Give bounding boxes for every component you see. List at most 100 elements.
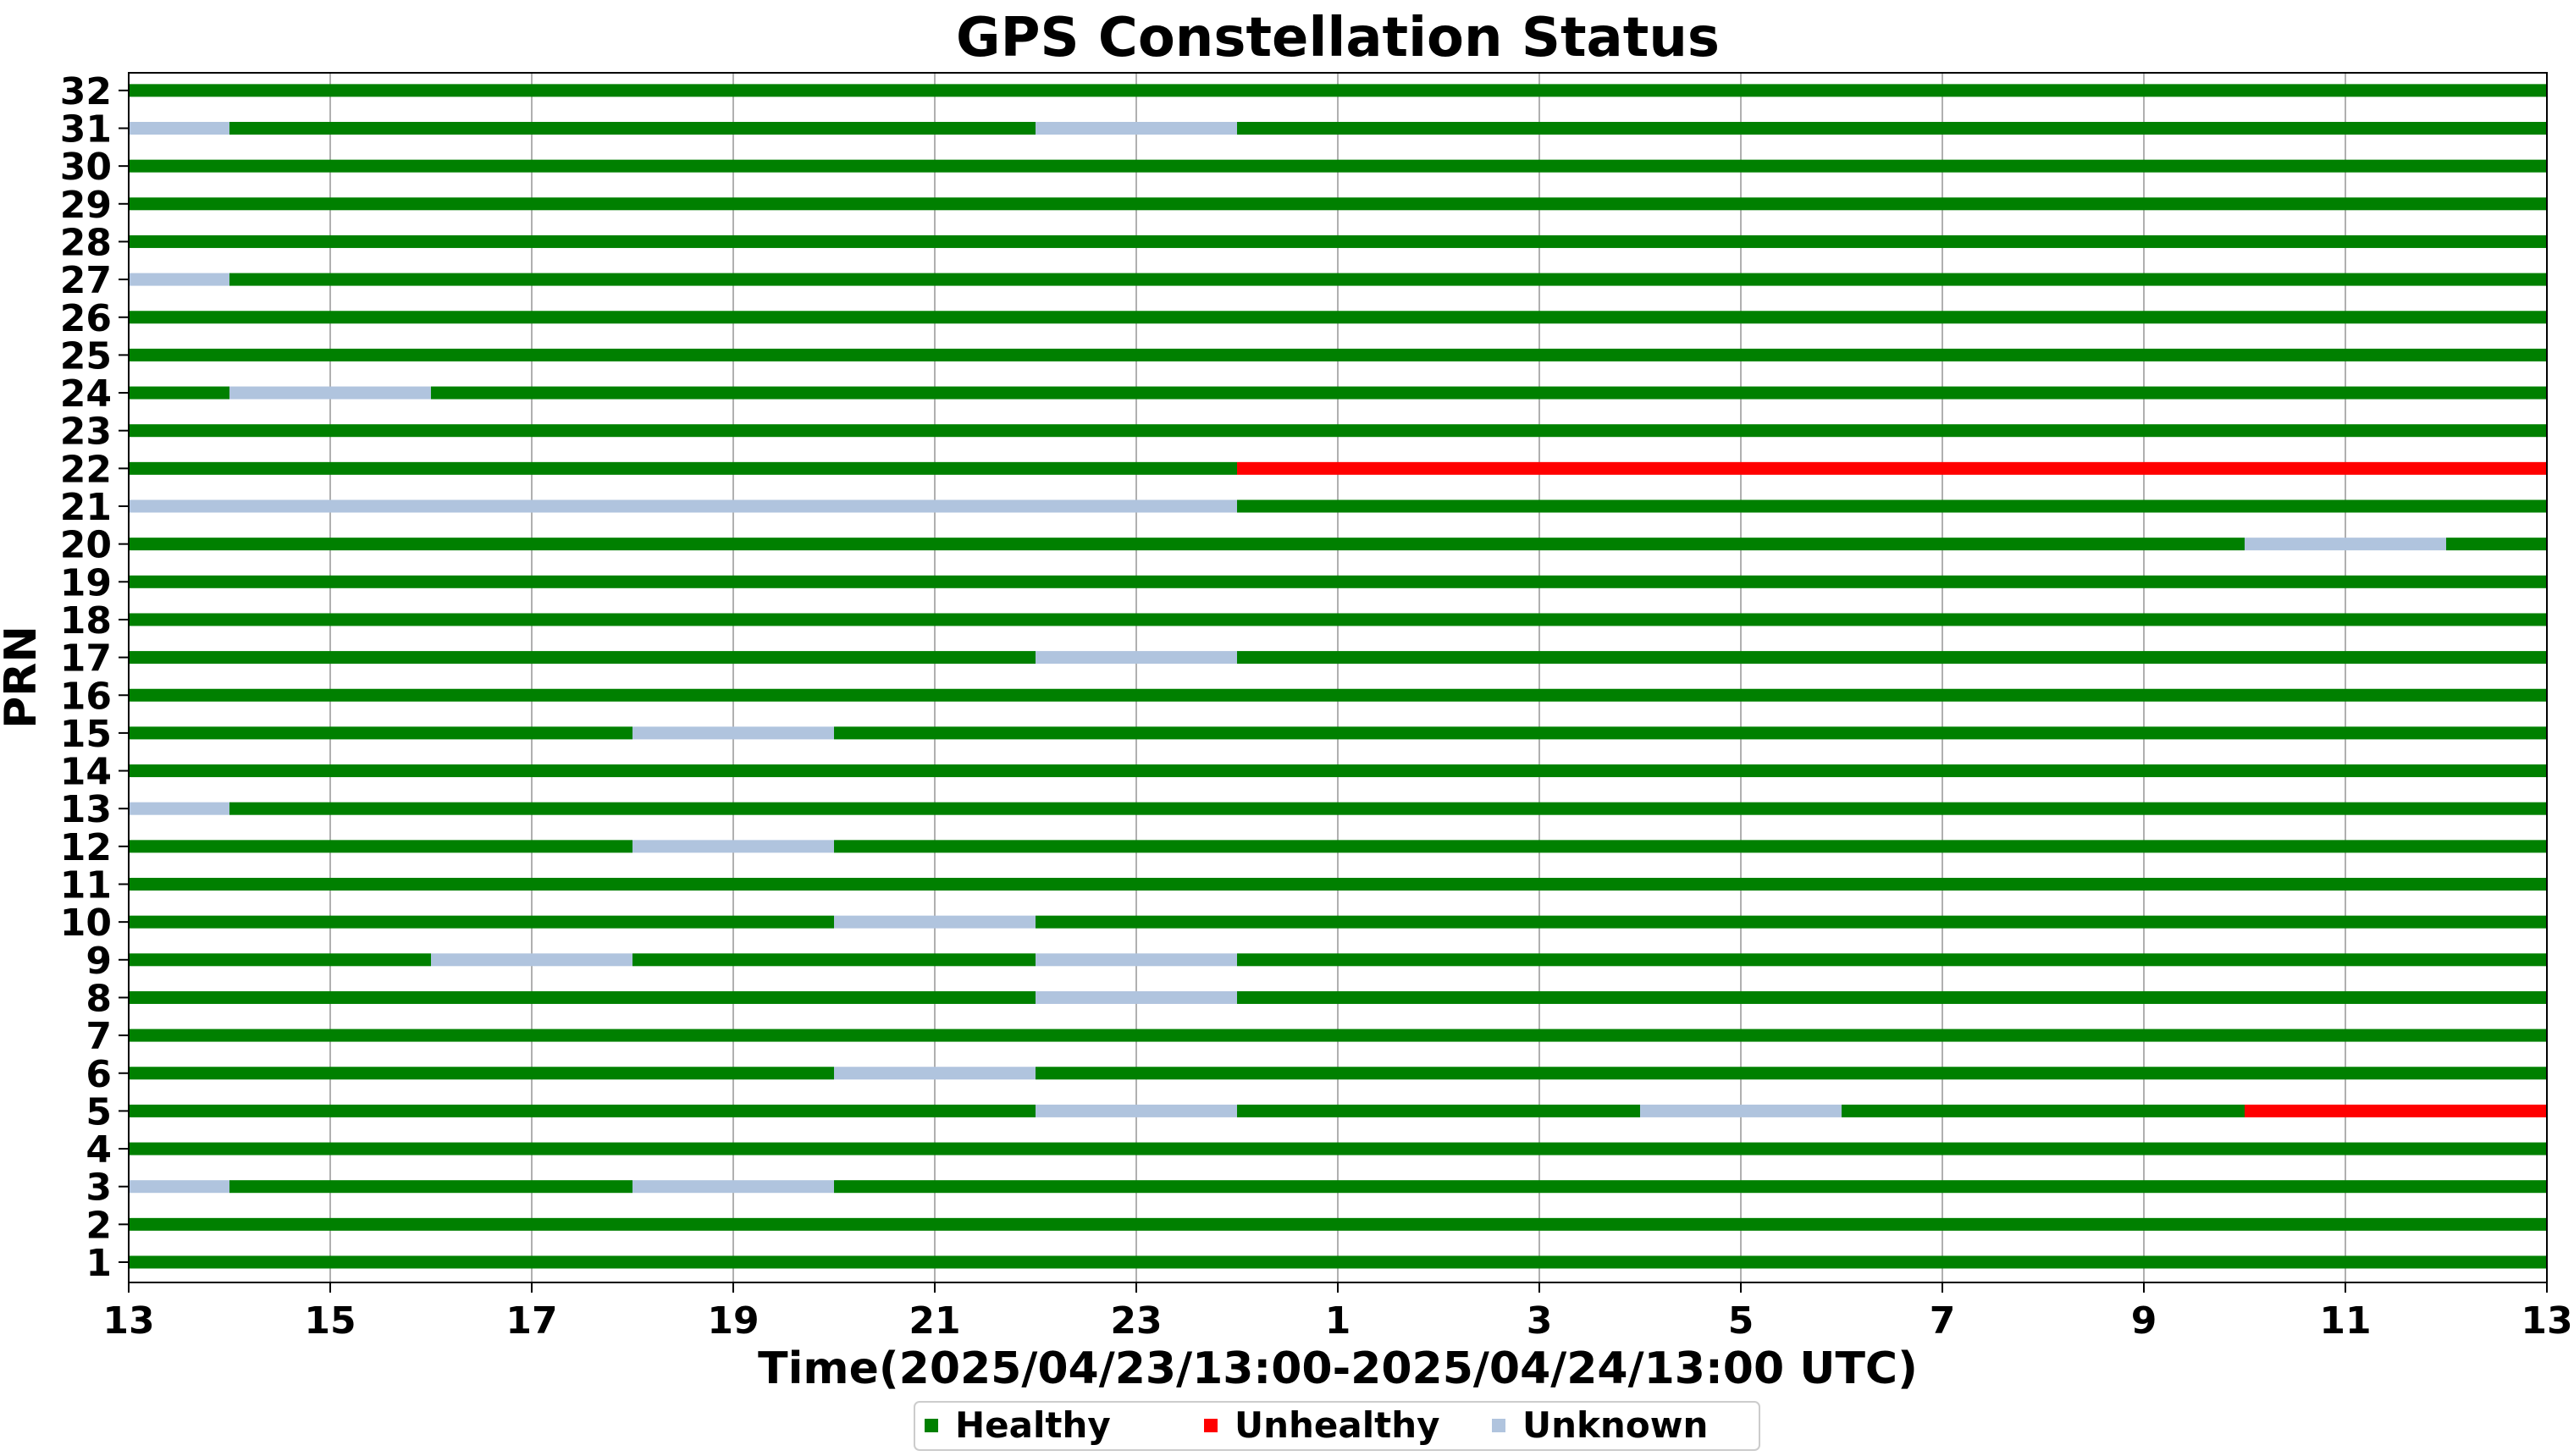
status-segment-prn-19 xyxy=(129,575,2547,588)
status-segment-prn-9 xyxy=(129,953,431,967)
status-segment-prn-10 xyxy=(834,915,1036,929)
status-segment-prn-11 xyxy=(129,878,2547,891)
status-segment-prn-8 xyxy=(1036,990,1237,1004)
status-segment-prn-6 xyxy=(1036,1067,2547,1080)
status-segment-prn-13 xyxy=(129,802,229,815)
y-tick-label-prn: 9 xyxy=(86,940,112,983)
status-segment-prn-3 xyxy=(129,1180,229,1194)
status-segment-prn-22 xyxy=(129,461,1237,475)
status-segment-prn-28 xyxy=(129,234,2547,248)
legend-swatch-unhealthy xyxy=(1204,1419,1218,1432)
status-segment-prn-18 xyxy=(129,613,2547,626)
y-tick-label-prn: 6 xyxy=(86,1053,112,1096)
y-tick-label-prn: 7 xyxy=(86,1015,112,1058)
status-segment-prn-5 xyxy=(1036,1104,1237,1117)
status-bars xyxy=(129,84,2547,1269)
status-segment-prn-21 xyxy=(129,499,1237,513)
y-tick-label-prn: 1 xyxy=(86,1242,112,1285)
y-tick-label-prn: 31 xyxy=(60,108,112,152)
status-segment-prn-29 xyxy=(129,197,2547,211)
status-segment-prn-6 xyxy=(834,1067,1036,1080)
y-tick-label-prn: 28 xyxy=(60,221,112,264)
y-tick-label-prn: 30 xyxy=(60,146,112,189)
status-segment-prn-22 xyxy=(1237,461,2547,475)
legend-swatch-unknown xyxy=(1492,1419,1505,1432)
y-axis-label: PRN xyxy=(0,626,47,729)
chart-title: GPS Constellation Status xyxy=(956,7,1720,69)
y-tick-label-prn: 2 xyxy=(86,1204,112,1247)
y-tick-label-prn: 24 xyxy=(60,372,112,416)
status-segment-prn-15 xyxy=(834,726,2547,740)
x-tick-label: 21 xyxy=(909,1299,960,1343)
legend-label-unknown: Unknown xyxy=(1522,1404,1708,1446)
legend-swatch-healthy xyxy=(925,1419,938,1432)
status-segment-prn-5 xyxy=(1842,1104,2245,1117)
status-segment-prn-31 xyxy=(129,122,229,135)
y-tick-label-prn: 17 xyxy=(60,637,112,681)
y-tick-label-prn: 10 xyxy=(60,902,112,945)
status-segment-prn-3 xyxy=(632,1180,834,1194)
y-tick-label-prn: 15 xyxy=(60,713,112,756)
status-segment-prn-3 xyxy=(834,1180,2547,1194)
y-tick-label-prn: 14 xyxy=(60,751,112,794)
y-tick-label-prn: 13 xyxy=(60,788,112,831)
x-tick-label: 23 xyxy=(1110,1299,1162,1343)
status-segment-prn-31 xyxy=(1237,122,2547,135)
status-segment-prn-12 xyxy=(834,840,2547,853)
status-segment-prn-25 xyxy=(129,348,2547,361)
status-segment-prn-31 xyxy=(1036,122,1237,135)
x-tick-label: 5 xyxy=(1728,1299,1754,1343)
y-tick-label-prn: 8 xyxy=(86,977,112,1020)
y-tick-label-prn: 3 xyxy=(86,1166,112,1210)
y-axis-ticks: 1234567891011121314151617181920212223242… xyxy=(60,70,129,1285)
y-tick-label-prn: 26 xyxy=(60,297,112,340)
status-segment-prn-5 xyxy=(1640,1104,1842,1117)
status-segment-prn-12 xyxy=(632,840,834,853)
status-segment-prn-24 xyxy=(229,386,431,400)
status-segment-prn-3 xyxy=(229,1180,632,1194)
y-tick-label-prn: 5 xyxy=(86,1090,112,1133)
x-axis-label: Time(2025/04/23/13:00-2025/04/24/13:00 U… xyxy=(758,1343,1918,1394)
status-segment-prn-27 xyxy=(129,273,229,286)
status-segment-prn-31 xyxy=(229,122,1036,135)
status-segment-prn-15 xyxy=(632,726,834,740)
status-segment-prn-17 xyxy=(129,651,1036,665)
x-tick-label: 11 xyxy=(2319,1299,2371,1343)
status-segment-prn-9 xyxy=(1036,953,1237,967)
x-tick-label: 7 xyxy=(1930,1299,1956,1343)
status-segment-prn-12 xyxy=(129,840,632,853)
status-segment-prn-17 xyxy=(1237,651,2547,665)
status-segment-prn-6 xyxy=(129,1067,834,1080)
y-tick-label-prn: 23 xyxy=(60,411,112,454)
status-segment-prn-26 xyxy=(129,311,2547,324)
legend: Healthy Unhealthy Unknown xyxy=(914,1401,1760,1451)
x-tick-label: 13 xyxy=(102,1299,154,1343)
legend-label-healthy: Healthy xyxy=(955,1404,1111,1446)
legend-label-unhealthy: Unhealthy xyxy=(1235,1404,1439,1446)
status-segment-prn-20 xyxy=(2446,538,2547,551)
y-tick-label-prn: 29 xyxy=(60,184,112,227)
status-segment-prn-32 xyxy=(129,84,2547,97)
y-tick-label-prn: 16 xyxy=(60,675,112,718)
status-segment-prn-10 xyxy=(1036,915,2547,929)
y-tick-label-prn: 21 xyxy=(60,486,112,529)
status-segment-prn-15 xyxy=(129,726,632,740)
status-segment-prn-4 xyxy=(129,1142,2547,1155)
status-segment-prn-21 xyxy=(1237,499,2547,513)
y-tick-label-prn: 27 xyxy=(60,259,112,302)
y-tick-label-prn: 18 xyxy=(60,599,112,643)
x-tick-label: 9 xyxy=(2131,1299,2157,1343)
grid-lines xyxy=(329,73,2346,1282)
status-segment-prn-20 xyxy=(129,538,2245,551)
status-segment-prn-20 xyxy=(2245,538,2446,551)
status-segment-prn-1 xyxy=(129,1255,2547,1269)
status-segment-prn-9 xyxy=(431,953,632,967)
status-segment-prn-9 xyxy=(1237,953,2547,967)
y-tick-label-prn: 19 xyxy=(60,561,112,604)
y-tick-label-prn: 4 xyxy=(86,1128,112,1172)
status-segment-prn-24 xyxy=(431,386,2547,400)
status-segment-prn-17 xyxy=(1036,651,1237,665)
status-segment-prn-9 xyxy=(632,953,1036,967)
status-segment-prn-2 xyxy=(129,1217,2547,1231)
